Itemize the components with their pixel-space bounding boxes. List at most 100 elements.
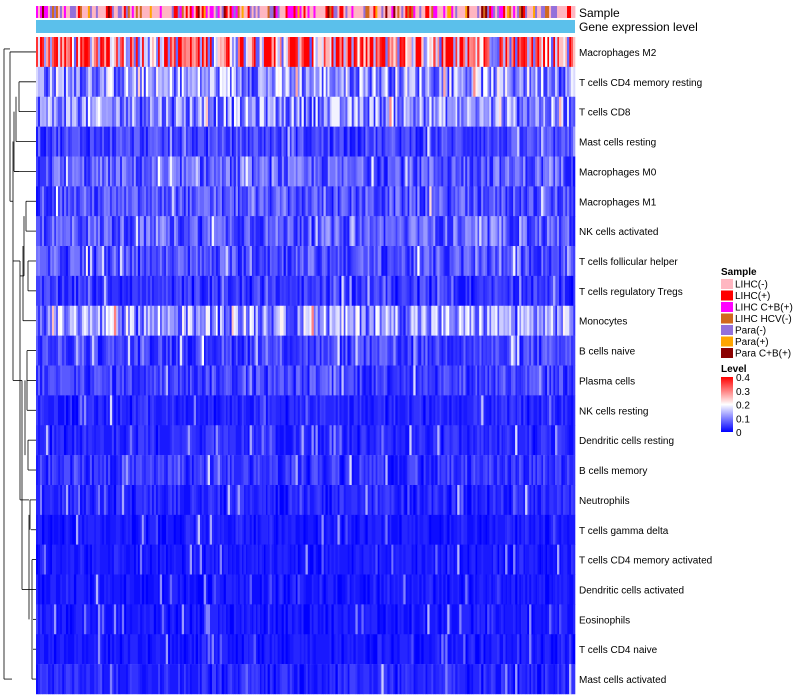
sample-annotation-cell: [475, 6, 478, 18]
sample-annotation-cell: [307, 6, 310, 18]
sample-annotation-cell: [469, 6, 472, 18]
heatmap-row: [36, 395, 576, 426]
heatmap-row: [36, 156, 576, 187]
heatmap-cell-group: [513, 246, 516, 277]
sample-annotation-cell: [215, 6, 219, 18]
sample-annotation-cell: [59, 6, 63, 18]
row-label: Dendritic cells resting: [579, 436, 674, 447]
heatmap-row: [36, 246, 576, 277]
heatmap-row: [36, 455, 576, 486]
sample-legend-label: Para C+B(+): [735, 349, 791, 360]
sample-annotation-cell: [165, 6, 169, 18]
sample-annotation-cell: [361, 6, 364, 18]
heatmap-cell-group: [47, 335, 574, 366]
sample-annotation-cell: [269, 6, 272, 18]
sample-annotation-cell: [45, 6, 49, 18]
sample-annotation-cell: [91, 6, 95, 18]
row-label: B cells naive: [579, 347, 636, 358]
heatmap-row: [36, 484, 576, 516]
sample-annotation-cell: [55, 6, 59, 18]
sample-annotation-cell: [331, 6, 334, 18]
sample-annotation-cell: [345, 6, 348, 18]
heatmap-cell-group: [447, 544, 450, 575]
heatmap-cell-group: [57, 365, 576, 396]
sample-annotation-cell: [175, 6, 179, 18]
sample-annotation-cell: [261, 6, 264, 18]
heatmap-cell-group: [47, 186, 572, 217]
sample-annotation-cell: [379, 6, 382, 18]
sample-annotation-cell: [459, 6, 462, 18]
heatmap-cell-group: [427, 604, 430, 635]
heatmap-cell-group: [249, 246, 502, 277]
sample-annotation-cell: [87, 6, 91, 18]
sample-annotation-cell: [539, 6, 542, 18]
heatmap-cell-group: [53, 634, 576, 665]
sample-annotation-cell: [217, 6, 221, 18]
heatmap-cell-group: [205, 96, 208, 127]
sample-annotation-cell: [189, 6, 193, 18]
sample-annotation-cell: [227, 6, 231, 18]
sample-annotation-cell: [353, 6, 356, 18]
sample-annotation-cell: [413, 6, 416, 18]
heatmap-cell-group: [519, 275, 522, 307]
row-label: Eosinophils: [579, 615, 630, 626]
heatmap-cell-group: [39, 634, 566, 665]
sample-annotation-cell: [503, 6, 506, 18]
sample-annotation-cell: [301, 6, 304, 18]
heatmap-cell-group: [321, 514, 324, 545]
row-label: NK cells resting: [579, 406, 648, 417]
sample-annotation-cell: [531, 6, 534, 18]
heatmap-cell-group: [109, 365, 550, 396]
sample-annotation-cell: [267, 6, 270, 18]
sample-annotation-cell: [291, 6, 294, 18]
sample-legend-label: LIHC(-): [735, 280, 768, 291]
sample-annotation-cell: [73, 6, 77, 18]
heatmap-cell-group: [53, 126, 566, 157]
sample-annotation-cell: [41, 6, 45, 18]
heatmap-cell-group: [43, 395, 554, 426]
heatmap-cell-group: [79, 186, 494, 217]
heatmap-cell-group: [41, 544, 574, 575]
sample-annotation-cell: [433, 6, 436, 18]
sample-annotation-cell: [565, 6, 568, 18]
heatmap-cell-group: [115, 246, 564, 277]
heatmap-cell-group: [95, 574, 99, 605]
heatmap-cell-group: [249, 574, 252, 605]
sample-annotation-cell: [389, 6, 392, 18]
sample-annotation-cell: [143, 6, 147, 18]
sample-annotation-cell: [347, 6, 350, 18]
sample-annotation-cell: [359, 6, 362, 18]
heatmap-cell-group: [385, 455, 388, 486]
heatmap-cell-group: [79, 126, 524, 157]
level-legend-tick: 0: [736, 428, 742, 439]
sample-annotation-cell: [169, 6, 173, 18]
sample-annotation-cell: [447, 6, 450, 18]
sample-annotation-cell: [235, 6, 239, 18]
sample-annotation-cell: [427, 6, 430, 18]
sample-annotation-cell: [275, 6, 278, 18]
heatmap-cell-group: [53, 66, 532, 98]
sample-annotation-cell: [153, 6, 157, 18]
sample-annotation-cell: [495, 6, 498, 18]
sample-annotation-cell: [51, 6, 55, 18]
sample-annotation-cell: [561, 6, 564, 18]
sample-annotation-cell: [499, 6, 502, 18]
heatmap-cell-group: [143, 514, 528, 545]
heatmap-cell-group: [409, 425, 412, 456]
heatmap-cell-group: [63, 156, 534, 187]
heatmap-cell-group: [381, 664, 384, 695]
sample-annotation-cell: [237, 6, 241, 18]
sample-annotation-cell: [323, 6, 326, 18]
sample-annotation-cell: [223, 6, 227, 18]
sample-annotation-cell: [157, 6, 161, 18]
sample-annotation-cell: [283, 6, 286, 18]
sample-annotation-cell: [429, 6, 432, 18]
row-label: T cells gamma delta: [579, 526, 669, 537]
sample-annotation-cell: [37, 6, 41, 18]
heatmap-cell-group: [59, 156, 574, 187]
sample-annotation-cell: [305, 6, 308, 18]
sample-annotation-cell: [451, 6, 454, 18]
heatmap-cell-group: [39, 275, 566, 307]
sample-annotation-cell: [321, 6, 324, 18]
sample-annotation-cell: [421, 6, 424, 18]
